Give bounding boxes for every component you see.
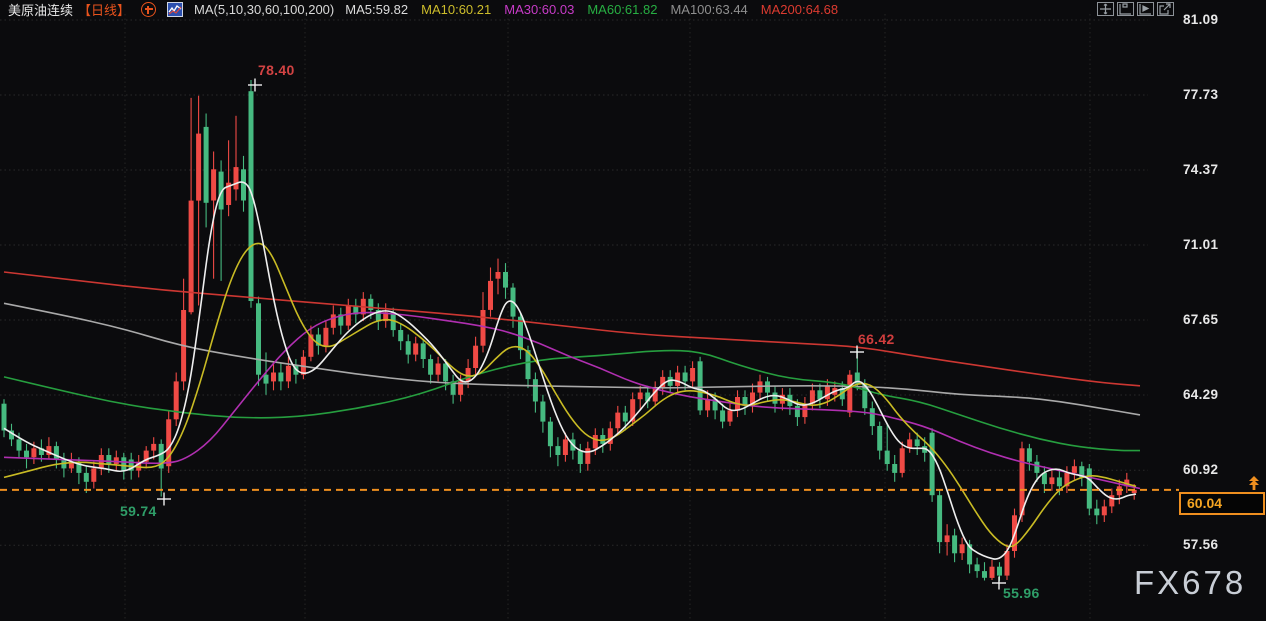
ma-value-label: MA10:60.21 (421, 2, 492, 17)
chart-toolbar (1097, 2, 1174, 16)
current-price-value: 60.04 (1187, 494, 1223, 511)
y-axis-label: 60.92 (1183, 462, 1219, 478)
add-icon[interactable] (141, 2, 157, 17)
ma-values-list: MA5:59.82 MA10:60.21 MA30:60.03 MA60:61.82 M… (345, 2, 838, 17)
watermark: FX678 (1134, 564, 1247, 601)
period-tag: 【日线】 (78, 3, 131, 18)
ma-value-label: MA60:61.82 (587, 2, 658, 17)
y-axis-label: 71.01 (1183, 236, 1219, 252)
y-axis-label: 77.73 (1183, 86, 1219, 102)
annotation-low: 55.96 (1003, 585, 1040, 601)
ma-value-label: MA100:63.44 (670, 2, 748, 17)
mini-line-chart-icon (168, 5, 182, 15)
current-price-tag: 60.04 (1179, 491, 1265, 515)
chart-header: 美原油连续 【日线】 MA(5,10,30,60,100,200) MA5:59… (8, 1, 838, 18)
chart-type-icon[interactable] (167, 2, 184, 17)
ma-param-label: MA(5,10,30,60,100,200) (194, 2, 335, 17)
y-axis-label: 64.29 (1183, 386, 1219, 402)
y-axis-label: 67.65 (1183, 311, 1219, 327)
chart-annotate-icon[interactable] (1117, 2, 1134, 16)
chart-play-icon[interactable] (1137, 2, 1154, 16)
annotation-high: 78.40 (258, 62, 295, 78)
annotation-swing-high-right: 66.42 (858, 331, 895, 347)
instrument-title: 美原油连续 (8, 3, 74, 18)
annotation-swing-low-left: 59.74 (120, 503, 157, 519)
export-icon[interactable] (1157, 2, 1174, 16)
ma-value-label: MA30:60.03 (504, 2, 575, 17)
ma-value-label: MA5:59.82 (345, 2, 409, 17)
y-axis-label: 57.56 (1183, 537, 1219, 553)
y-axis-label: 74.37 (1183, 161, 1219, 177)
ma-value-label: MA200:64.68 (760, 2, 839, 17)
y-axis-label: 81.09 (1183, 12, 1219, 27)
crosshair-tool-icon[interactable] (1097, 2, 1114, 16)
price-up-arrow-icon (1247, 475, 1261, 496)
